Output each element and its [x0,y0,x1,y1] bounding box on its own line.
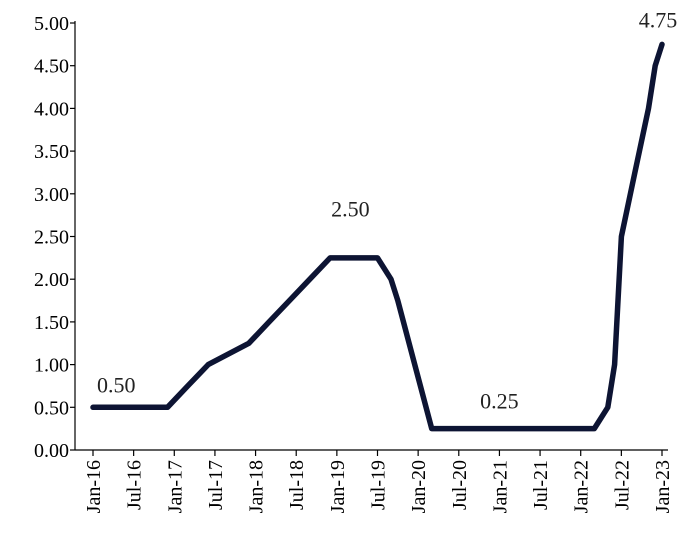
x-tick-label: Jul-19 [368,460,390,510]
x-tick-label: Jan-19 [327,460,349,513]
x-tick-label: Jan-18 [246,460,268,513]
y-tick-label: 5.00 [34,13,69,35]
y-tick-label: 3.00 [34,184,69,206]
annotation-group: 0.50 2.50 0.25 4.75 [97,7,677,413]
annotation-label: 0.50 [97,372,136,397]
y-tick-label: 4.00 [34,98,69,120]
y-tick-label: 0.00 [34,440,69,462]
x-tick-label: Jul-22 [611,460,633,510]
y-tick-label: 3.50 [34,141,69,163]
x-tick-label: Jul-17 [205,460,227,510]
x-tick-label: Jul-16 [124,460,146,510]
series-group [90,41,665,432]
y-tick-label: 0.50 [34,397,69,419]
x-tick-label: Jan-17 [164,460,186,513]
x-tick-label: Jan-22 [571,460,593,513]
x-tick-label: Jul-20 [449,460,471,510]
y-tick-label: 4.50 [34,56,69,78]
x-axis: Jan-16 Jul-16 Jan-17 Jul-17 Jan-18 Jul-18 Jan-… [75,449,674,513]
x-tick-label: Jul-21 [530,460,552,510]
x-tick-label: Jan-21 [489,460,511,513]
x-tick-label: Jan-20 [408,460,430,513]
x-tick-label: Jul-18 [286,460,308,510]
annotation-label: 0.25 [480,389,519,414]
y-tick-label: 2.50 [34,227,69,249]
x-tick-label: Jan-23 [652,460,674,513]
y-tick-label: 2.00 [34,269,69,291]
y-axis: 0.00 0.50 1.00 1.50 2.00 2.50 3.00 3.50 4.00 4.50… [34,13,76,462]
series-line [90,41,665,432]
annotation-label: 2.50 [331,197,370,222]
annotation-label: 4.75 [639,7,678,32]
x-tick-label: Jan-16 [83,460,105,513]
y-tick-label: 1.00 [34,355,69,377]
y-tick-label: 1.50 [34,312,69,334]
